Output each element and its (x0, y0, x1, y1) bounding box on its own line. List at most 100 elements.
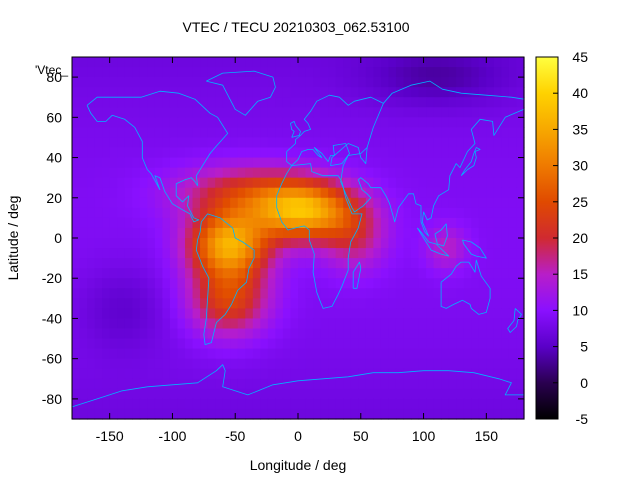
heatmap-cell (463, 348, 472, 360)
heatmap-cell (275, 398, 284, 410)
heatmap-cell (395, 137, 405, 149)
heatmap-cell (185, 248, 194, 259)
heatmap-cell (501, 227, 510, 239)
heatmap-cell (177, 238, 186, 249)
heatmap-cell (124, 197, 133, 209)
heatmap-cell (237, 328, 246, 340)
heatmap-cell (162, 127, 171, 139)
heatmap-cell (373, 308, 382, 320)
heatmap-cell (380, 127, 389, 139)
heatmap-cell (395, 67, 405, 78)
heatmap-cell (192, 238, 201, 249)
heatmap-cell (147, 197, 156, 209)
heatmap-cell (441, 87, 450, 98)
heatmap-cell (516, 107, 525, 118)
heatmap-cell (282, 127, 292, 139)
heatmap-cell (478, 248, 487, 259)
heatmap-cell (132, 288, 141, 299)
heatmap-cell (395, 187, 405, 199)
heatmap-cell (343, 67, 352, 78)
heatmap-cell (463, 298, 472, 309)
heatmap-cell (418, 57, 427, 68)
heatmap-cell (486, 97, 495, 108)
heatmap-cell (358, 308, 367, 320)
heatmap-cell (222, 107, 231, 118)
heatmap-cell (237, 378, 246, 390)
heatmap-cell (169, 137, 179, 149)
heatmap-cell (282, 117, 292, 128)
heatmap-cell (102, 137, 111, 149)
heatmap-cell (471, 77, 480, 88)
heatmap-cell (117, 87, 126, 98)
heatmap-cell (290, 408, 299, 420)
heatmap-cell (109, 167, 118, 179)
heatmap-cell (290, 77, 299, 88)
heatmap-cell (177, 408, 186, 420)
heatmap-cell (403, 147, 412, 159)
heatmap-cell (192, 368, 201, 380)
heatmap-cell (109, 137, 118, 149)
heatmap-cell (426, 368, 435, 380)
heatmap-cell (350, 408, 359, 420)
heatmap-cell (403, 227, 412, 239)
heatmap-cell (290, 177, 299, 189)
heatmap-cell (350, 137, 359, 149)
heatmap-cell (508, 97, 518, 108)
heatmap-cell (87, 278, 96, 289)
heatmap-cell (486, 278, 495, 289)
heatmap-cell (350, 177, 359, 189)
heatmap-cell (441, 127, 450, 139)
heatmap-cell (260, 318, 269, 330)
heatmap-cell (169, 67, 179, 78)
heatmap-cell (252, 157, 261, 169)
heatmap-cell (222, 77, 231, 88)
heatmap-cell (508, 187, 518, 199)
heatmap-cell (282, 217, 292, 229)
heatmap-cell (305, 358, 314, 370)
heatmap-cell (222, 258, 231, 269)
heatmap-cell (215, 77, 224, 88)
heatmap-cell (320, 127, 329, 139)
heatmap-cell (117, 288, 126, 299)
heatmap-cell (493, 147, 502, 159)
heatmap-cell (275, 67, 284, 78)
heatmap-cell (516, 117, 525, 128)
heatmap-cell (516, 238, 525, 249)
heatmap-cell (237, 258, 246, 269)
heatmap-cell (418, 107, 427, 118)
heatmap-cell (147, 308, 156, 320)
heatmap-cell (403, 87, 412, 98)
heatmap-cell (388, 288, 397, 299)
heatmap-cell (185, 328, 194, 340)
heatmap-cell (275, 368, 284, 380)
heatmap-cell (463, 107, 472, 118)
heatmap-cell (87, 177, 96, 189)
heatmap-cell (343, 87, 352, 98)
heatmap-cell (448, 398, 457, 410)
heatmap-cell (380, 197, 389, 209)
heatmap-cell (373, 288, 382, 299)
heatmap-cell (486, 268, 495, 279)
heatmap-cell (365, 117, 374, 128)
heatmap-cell (245, 238, 254, 249)
heatmap-cell (132, 358, 141, 370)
heatmap-cell (290, 368, 299, 380)
heatmap-cell (493, 278, 502, 289)
heatmap-cell (207, 117, 216, 128)
heatmap-cell (350, 378, 359, 390)
heatmap-cell (132, 248, 141, 259)
heatmap-cell (222, 328, 231, 340)
heatmap-cell (343, 127, 352, 139)
heatmap-cell (395, 157, 405, 169)
heatmap-cell (290, 308, 299, 320)
heatmap-cell (79, 398, 88, 410)
heatmap-cell (79, 167, 88, 179)
heatmap-cell (94, 177, 103, 189)
heatmap-cell (335, 288, 344, 299)
heatmap-cell (411, 217, 420, 229)
heatmap-cell (395, 258, 405, 269)
heatmap-cell (403, 57, 412, 68)
heatmap-cell (313, 408, 322, 420)
heatmap-cell (72, 97, 81, 108)
